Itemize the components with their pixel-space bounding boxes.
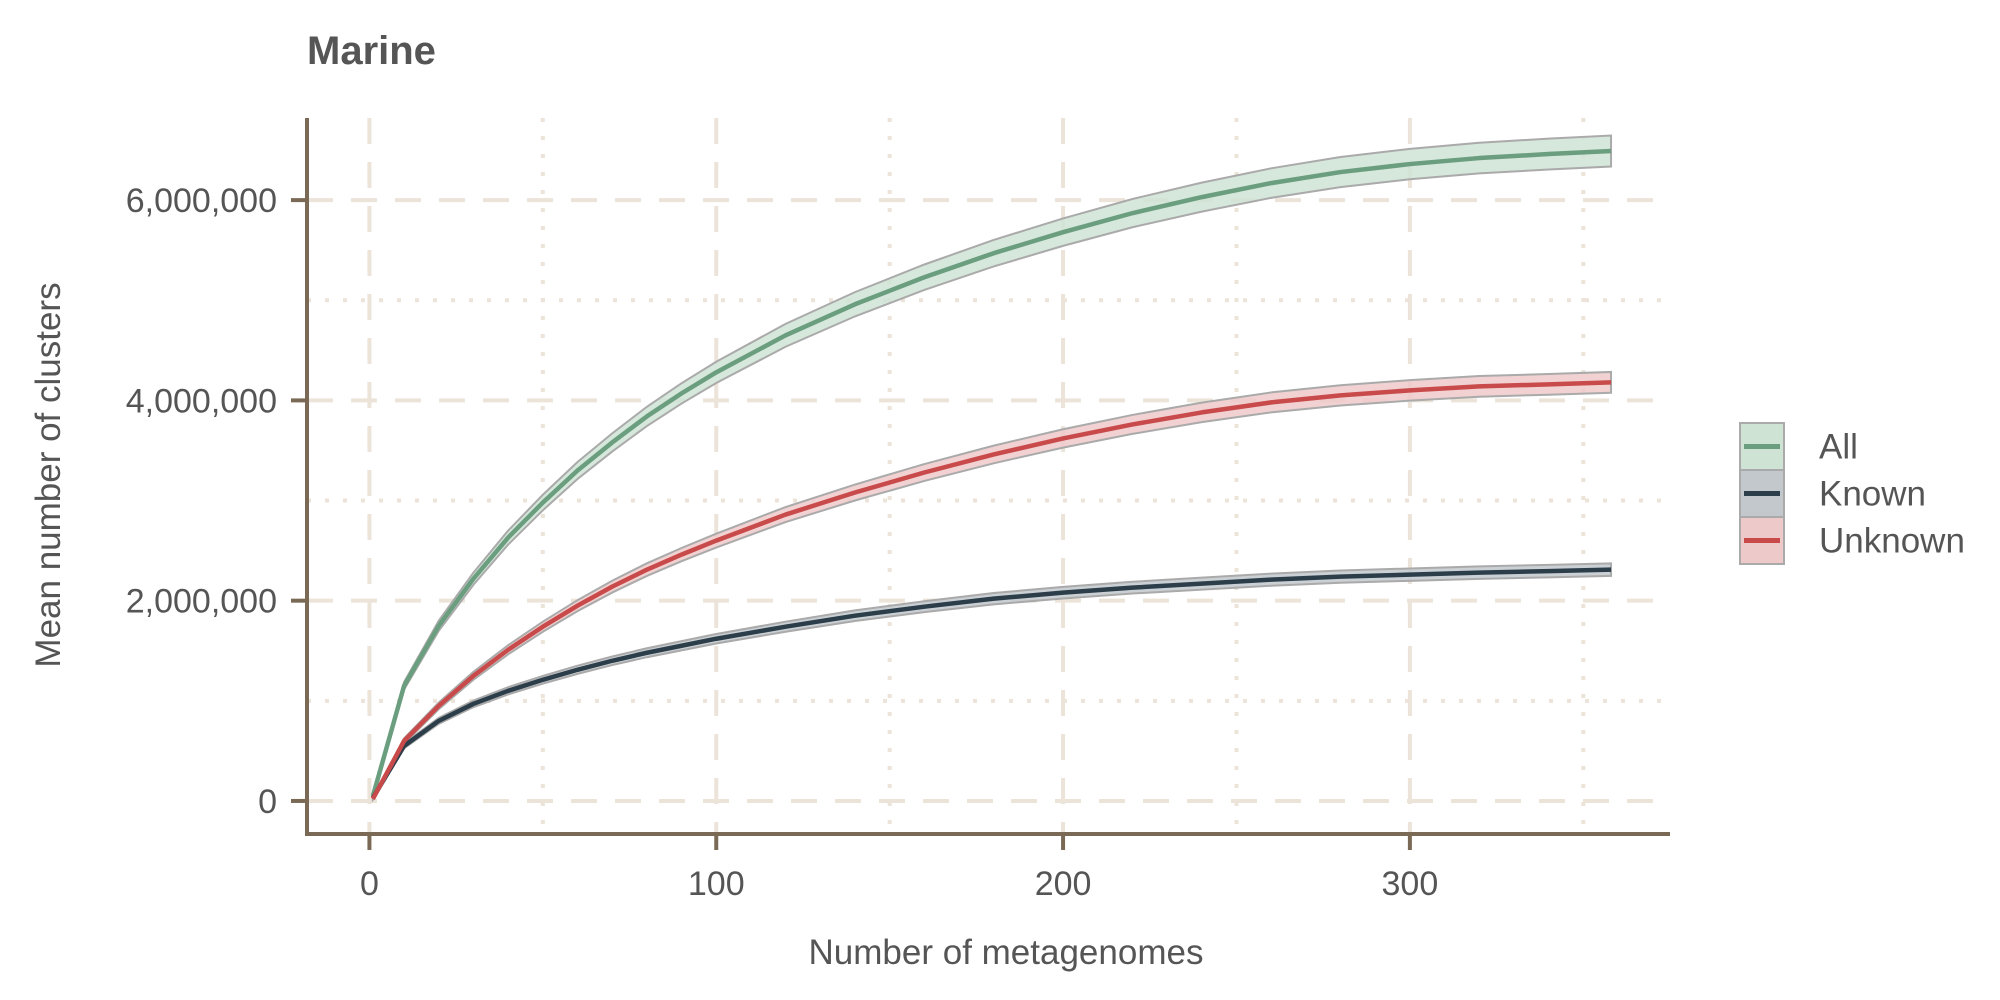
- legend-label-known: Known: [1819, 475, 1926, 514]
- line-unknown: [370, 380, 1612, 801]
- confidence-bands: [371, 134, 1613, 803]
- legend-label-all: All: [1819, 428, 1858, 467]
- y-tick-labels: 0 2,000,000 4,000,000 6,000,000: [126, 182, 277, 821]
- grid-layer: [307, 118, 1670, 834]
- legend: All Known Unknown: [1739, 422, 1965, 565]
- y-tick-label: 4,000,000: [126, 382, 277, 420]
- y-tick-label: 0: [258, 783, 277, 821]
- y-tick-label: 6,000,000: [126, 182, 277, 220]
- series-lines: [370, 148, 1612, 801]
- x-axis-title: Number of metagenomes: [809, 933, 1204, 972]
- band-unknown: [371, 370, 1613, 801]
- line-all: [370, 148, 1612, 797]
- x-tick-label: 100: [688, 865, 745, 903]
- line-known: [370, 567, 1612, 800]
- axes: [291, 118, 1670, 850]
- y-tick-label: 2,000,000: [126, 583, 277, 621]
- band-known: [371, 562, 1613, 803]
- x-tick-label: 200: [1035, 865, 1092, 903]
- chart-title: Marine: [307, 29, 436, 73]
- legend-label-unknown: Unknown: [1819, 522, 1965, 561]
- y-axis-title: Mean number of clusters: [29, 282, 68, 667]
- band-all: [371, 134, 1613, 798]
- x-tick-labels: 0 100 200 300: [360, 865, 1438, 903]
- x-tick-label: 0: [360, 865, 379, 903]
- x-tick-label: 300: [1382, 865, 1439, 903]
